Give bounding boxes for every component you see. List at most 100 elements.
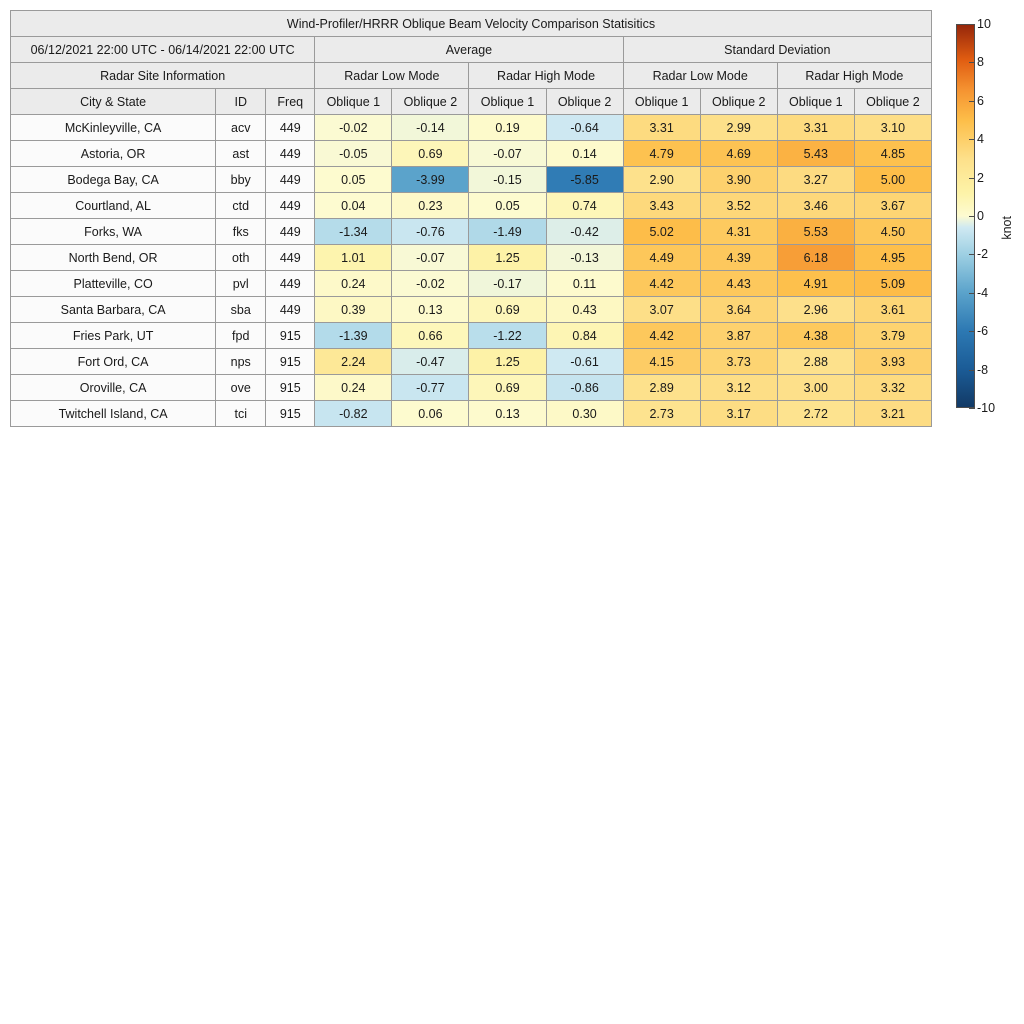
- cell-id: bby: [215, 166, 267, 193]
- cell-avg-high-oblique2: -0.42: [545, 218, 624, 245]
- cell-id: ctd: [215, 192, 267, 219]
- cell-std-low-oblique2: 4.43: [699, 270, 778, 297]
- cell-id: fks: [215, 218, 267, 245]
- cell-avg-low-oblique1: -1.34: [314, 218, 393, 245]
- stddev-high-mode-header: Radar High Mode: [776, 62, 933, 89]
- cell-city-state: Bodega Bay, CA: [9, 166, 217, 193]
- cell-avg-high-oblique2: -0.86: [545, 374, 624, 401]
- cell-avg-high-oblique1: -0.17: [468, 270, 547, 297]
- cell-freq: 915: [265, 374, 316, 401]
- cell-avg-high-oblique1: 0.69: [468, 374, 547, 401]
- average-high-mode-header: Radar High Mode: [468, 62, 624, 89]
- table-row: Fort Ord, CA nps 915 2.24 -0.47 1.25 -0.61 4.15…: [9, 348, 933, 375]
- table-row: Bodega Bay, CA bby 449 0.05 -3.99 -0.15 -5.85 2…: [9, 166, 933, 193]
- cell-id: ast: [215, 140, 267, 167]
- column-std-high-oblique1: Oblique 1: [776, 88, 855, 115]
- cell-freq: 449: [265, 166, 316, 193]
- cell-avg-low-oblique1: -0.05: [314, 140, 393, 167]
- cell-city-state: Santa Barbara, CA: [9, 296, 217, 323]
- cell-std-high-oblique1: 2.88: [776, 348, 855, 375]
- colorbar-tickmark: [969, 331, 975, 333]
- group-row: 06/12/2021 22:00 UTC - 06/14/2021 22:00 …: [9, 36, 933, 63]
- cell-std-high-oblique2: 4.50: [853, 218, 933, 245]
- radar-site-information-header: Radar Site Information: [9, 62, 316, 89]
- cell-freq: 915: [265, 322, 316, 349]
- cell-std-high-oblique2: 3.67: [853, 192, 933, 219]
- column-std-low-oblique1: Oblique 1: [622, 88, 701, 115]
- cell-city-state: Astoria, OR: [9, 140, 217, 167]
- cell-freq: 449: [265, 218, 316, 245]
- table-row: Fries Park, UT fpd 915 -1.39 0.66 -1.22 0.84 4.…: [9, 322, 933, 349]
- cell-avg-high-oblique2: 0.43: [545, 296, 624, 323]
- cell-std-high-oblique2: 3.21: [853, 400, 933, 427]
- cell-avg-low-oblique2: 0.06: [391, 400, 470, 427]
- cell-avg-high-oblique2: -0.64: [545, 114, 624, 141]
- cell-avg-high-oblique1: 1.25: [468, 244, 547, 271]
- cell-freq: 915: [265, 400, 316, 427]
- cell-std-high-oblique1: 3.27: [776, 166, 855, 193]
- cell-avg-high-oblique2: 0.30: [545, 400, 624, 427]
- colorbar-tickmark: [969, 100, 975, 102]
- cell-avg-high-oblique2: -0.13: [545, 244, 624, 271]
- table-row: Courtland, AL ctd 449 0.04 0.23 0.05 0.74 3.43 3…: [9, 192, 933, 219]
- cell-std-low-oblique1: 3.31: [622, 114, 701, 141]
- cell-avg-low-oblique1: 0.24: [314, 270, 393, 297]
- cell-avg-low-oblique2: -0.47: [391, 348, 470, 375]
- cell-std-low-oblique1: 3.43: [622, 192, 701, 219]
- column-std-high-oblique2: Oblique 2: [853, 88, 933, 115]
- cell-std-high-oblique1: 2.96: [776, 296, 855, 323]
- cell-avg-low-oblique2: -0.76: [391, 218, 470, 245]
- cell-freq: 449: [265, 192, 316, 219]
- table-row: Santa Barbara, CA sba 449 0.39 0.13 0.69 0.43 3…: [9, 296, 933, 323]
- colorbar-tickmark: [969, 139, 975, 141]
- cell-id: fpd: [215, 322, 267, 349]
- column-std-low-oblique2: Oblique 2: [699, 88, 778, 115]
- cell-avg-high-oblique2: 0.84: [545, 322, 624, 349]
- mode-row: Radar Site Information Radar Low Mode Ra…: [9, 62, 933, 89]
- cell-avg-low-oblique1: 0.05: [314, 166, 393, 193]
- cell-std-high-oblique2: 5.00: [853, 166, 933, 193]
- cell-std-high-oblique1: 5.53: [776, 218, 855, 245]
- cell-avg-high-oblique1: 0.19: [468, 114, 547, 141]
- table-header: Wind-Profiler/HRRR Oblique Beam Velocity…: [9, 10, 933, 115]
- cell-avg-low-oblique1: -1.39: [314, 322, 393, 349]
- cell-avg-low-oblique2: 0.13: [391, 296, 470, 323]
- colorbar-tick-label: -10: [977, 401, 996, 415]
- colorbar-tickmark: [969, 254, 975, 256]
- table-row: McKinleyville, CA acv 449 -0.02 -0.14 0.19 -0.…: [9, 114, 933, 141]
- cell-std-high-oblique2: 3.93: [853, 348, 933, 375]
- cell-id: acv: [215, 114, 267, 141]
- cell-std-low-oblique1: 3.07: [622, 296, 701, 323]
- cell-std-low-oblique2: 3.90: [699, 166, 778, 193]
- colorbar-tick-label: -8: [977, 362, 989, 377]
- column-freq: Freq: [265, 88, 316, 115]
- colorbar-axis-label: knot: [1000, 216, 1014, 240]
- cell-city-state: Twitchell Island, CA: [9, 400, 217, 427]
- cell-freq: 449: [265, 244, 316, 271]
- statistics-table: Wind-Profiler/HRRR Oblique Beam Velocity…: [9, 10, 933, 427]
- cell-id: oth: [215, 244, 267, 271]
- cell-avg-low-oblique1: 2.24: [314, 348, 393, 375]
- cell-avg-low-oblique1: 0.39: [314, 296, 393, 323]
- cell-std-high-oblique1: 2.72: [776, 400, 855, 427]
- cell-std-high-oblique1: 4.91: [776, 270, 855, 297]
- cell-std-high-oblique1: 3.46: [776, 192, 855, 219]
- cell-std-low-oblique1: 4.49: [622, 244, 701, 271]
- cell-std-low-oblique1: 2.89: [622, 374, 701, 401]
- cell-std-low-oblique2: 3.17: [699, 400, 778, 427]
- table-row: Forks, WA fks 449 -1.34 -0.76 -1.49 -0.42 5.02 4…: [9, 218, 933, 245]
- cell-avg-high-oblique1: -0.07: [468, 140, 547, 167]
- colorbar-tickmark: [969, 216, 975, 217]
- cell-avg-low-oblique1: 1.01: [314, 244, 393, 271]
- cell-city-state: Courtland, AL: [9, 192, 217, 219]
- cell-avg-high-oblique1: 1.25: [468, 348, 547, 375]
- cell-id: nps: [215, 348, 267, 375]
- title-row: Wind-Profiler/HRRR Oblique Beam Velocity…: [10, 10, 932, 37]
- cell-avg-high-oblique2: 0.14: [545, 140, 624, 167]
- cell-avg-low-oblique2: -3.99: [391, 166, 470, 193]
- cell-std-low-oblique2: 3.87: [699, 322, 778, 349]
- cell-id: ove: [215, 374, 267, 401]
- colorbar-tickmark: [969, 292, 975, 294]
- colorbar-tick-label: 4: [977, 132, 984, 147]
- cell-avg-high-oblique2: -5.85: [545, 166, 624, 193]
